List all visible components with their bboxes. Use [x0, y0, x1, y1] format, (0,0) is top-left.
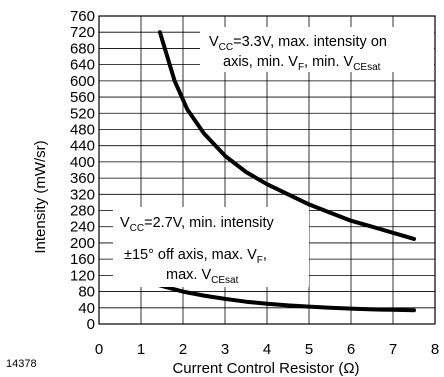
y-tick-label: 320 — [70, 186, 95, 203]
y-axis-ticks: 0408012016020024028032036040044048052056… — [70, 8, 95, 333]
annotation-bottom-line2: ±15° off axis, max. VF, — [124, 247, 267, 266]
y-tick-label: 720 — [70, 24, 95, 41]
x-axis-label: Current Control Resistor (Ω) — [172, 360, 359, 377]
y-tick-label: 440 — [70, 138, 95, 155]
annotation-bottom-line1: VCC=2.7V, min. intensity — [120, 215, 275, 234]
y-tick-label: 640 — [70, 57, 95, 74]
y-tick-label: 400 — [70, 154, 95, 171]
y-tick-label: 40 — [78, 300, 95, 317]
y-tick-label: 680 — [70, 40, 95, 57]
series-line-2 — [157, 283, 416, 313]
y-tick-label: 160 — [70, 251, 95, 268]
x-tick-label: 2 — [179, 341, 187, 358]
y-tick-label: 520 — [70, 105, 95, 122]
x-tick-label: 8 — [431, 341, 439, 358]
y-tick-label: 560 — [70, 89, 95, 106]
x-tick-label: 5 — [305, 341, 313, 358]
y-tick-label: 360 — [70, 170, 95, 187]
annotation-top-bg — [200, 27, 434, 72]
x-tick-label: 3 — [221, 341, 229, 358]
x-tick-label: 0 — [95, 341, 103, 358]
annotation-top-line1: VCC=3.3V, max. intensity on — [209, 34, 387, 53]
series-line-1 — [157, 30, 416, 241]
x-tick-label: 6 — [347, 341, 355, 358]
annotation-bottom-bg — [113, 207, 309, 287]
y-tick-label: 0 — [87, 316, 95, 333]
y-axis-label: Intensity (mW/sr) — [32, 140, 49, 253]
x-axis-ticks: 0 1 2 3 4 5 6 7 8 — [95, 341, 439, 358]
curves — [157, 30, 416, 313]
annotation-bottom-line3: max. VCEsat — [166, 267, 239, 286]
x-tick-label: 4 — [263, 341, 271, 358]
plot-frame — [98, 15, 436, 325]
y-tick-label: 280 — [70, 203, 95, 220]
y-tick-label: 240 — [70, 219, 95, 236]
x-tick-label: 7 — [389, 341, 397, 358]
y-tick-label: 120 — [70, 267, 95, 284]
x-tick-label: 1 — [137, 341, 145, 358]
x-axis-unit: Ω — [343, 360, 354, 377]
y-tick-label: 600 — [70, 73, 95, 90]
y-tick-label: 80 — [78, 284, 95, 301]
figure-id: 14378 — [6, 358, 37, 370]
annotation-top-line2: axis, min. VF, min. VCEsat — [223, 54, 381, 73]
y-tick-label: 480 — [70, 121, 95, 138]
y-tick-label: 200 — [70, 235, 95, 252]
y-tick-label: 760 — [70, 8, 95, 25]
